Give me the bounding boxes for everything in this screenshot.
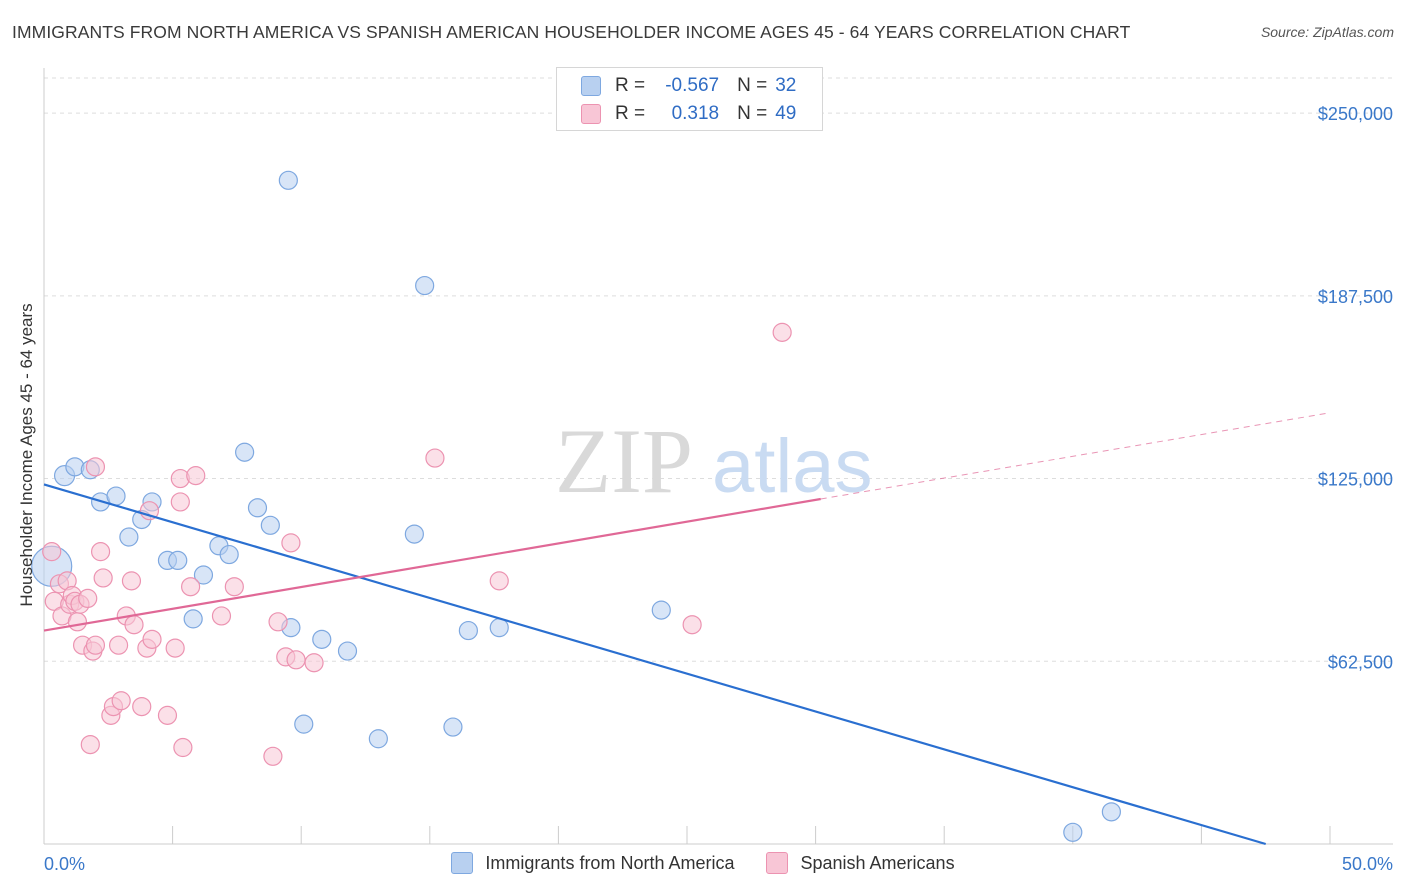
legend-label-spanish: Spanish Americans [800, 852, 955, 873]
point-immigrants[interactable] [368, 729, 388, 749]
point-spanish[interactable] [286, 650, 306, 670]
point-spanish[interactable] [165, 638, 185, 658]
x-tick-label-max: 50.0% [1342, 854, 1393, 874]
correlation-legend: R = -0.567 N = 32 R = 0.318 N = 49 [556, 67, 823, 131]
legend-n-value-blue: 32 [775, 75, 797, 96]
point-spanish[interactable] [142, 629, 162, 649]
point-spanish[interactable] [85, 635, 106, 655]
point-immigrants[interactable] [168, 550, 188, 571]
watermark-atlas: atlas [712, 424, 873, 509]
point-spanish[interactable] [157, 705, 178, 725]
point-immigrants[interactable] [651, 600, 671, 620]
point-immigrants[interactable] [247, 498, 268, 518]
legend-swatch-blue [451, 852, 474, 874]
y-tick-label: $62,500 [1328, 652, 1393, 672]
point-immigrants[interactable] [337, 641, 358, 661]
point-immigrants[interactable] [235, 442, 255, 462]
point-spanish[interactable] [121, 571, 142, 591]
point-immigrants[interactable] [312, 629, 332, 649]
point-spanish[interactable] [108, 635, 129, 655]
legend-row-pink: R = 0.318 N = 49 [581, 102, 796, 126]
point-spanish[interactable] [93, 568, 113, 588]
point-spanish[interactable] [124, 615, 144, 635]
point-immigrants[interactable] [278, 170, 298, 190]
point-spanish[interactable] [186, 466, 206, 486]
point-spanish[interactable] [85, 457, 106, 477]
legend-swatch-pink [581, 104, 601, 124]
legend-item-immigrants[interactable]: Immigrants from North America [451, 852, 734, 874]
point-immigrants[interactable] [219, 544, 239, 565]
point-spanish[interactable] [304, 653, 324, 673]
point-immigrants[interactable] [443, 717, 463, 737]
point-spanish[interactable] [67, 612, 88, 632]
trend-line-spanish-extended [820, 412, 1331, 500]
point-immigrants[interactable] [119, 527, 139, 547]
legend-label-immigrants: Immigrants from North America [485, 852, 735, 873]
source-label: Source: ZipAtlas.com [1260, 24, 1394, 40]
point-spanish[interactable] [90, 542, 111, 562]
legend-item-spanish[interactable]: Spanish Americans [766, 852, 955, 874]
point-spanish[interactable] [268, 612, 288, 632]
axis-labels: $62,500 $125,000 $187,500 $250,000 0.0% 50.0%… [17, 104, 1393, 874]
point-spanish[interactable] [170, 492, 190, 512]
legend-swatch-pink [766, 852, 789, 874]
point-spanish[interactable] [132, 696, 152, 717]
point-spanish[interactable] [42, 542, 62, 562]
data-points [31, 170, 1121, 842]
y-tick-label: $125,000 [1318, 470, 1393, 490]
x-tick-label-min: 0.0% [44, 854, 85, 874]
legend-n-label: N = [737, 103, 768, 124]
legend-n-label: N = [737, 75, 768, 96]
point-immigrants[interactable] [458, 620, 478, 641]
point-immigrants[interactable] [1063, 822, 1083, 842]
legend-r-label: R = [615, 75, 646, 96]
legend-r-label: R = [615, 103, 646, 124]
point-immigrants[interactable] [106, 486, 126, 506]
y-tick-label: $250,000 [1318, 104, 1393, 124]
trend-line-immigrants [43, 483, 1267, 846]
legend-r-value-blue: -0.567 [665, 75, 720, 96]
grid-lines [44, 77, 1393, 662]
legend-r-value-pink: 0.318 [671, 103, 720, 124]
point-spanish[interactable] [80, 734, 100, 755]
point-spanish[interactable] [181, 577, 201, 597]
point-spanish[interactable] [78, 588, 98, 609]
point-spanish[interactable] [263, 746, 283, 766]
chart-title: IMMIGRANTS FROM NORTH AMERICA VS SPANISH… [12, 22, 1131, 42]
point-spanish[interactable] [224, 577, 244, 597]
point-immigrants[interactable] [415, 275, 435, 296]
series-legend: Immigrants from North America Spanish Am… [0, 852, 1406, 874]
point-immigrants[interactable] [294, 714, 314, 734]
legend-row-blue: R = -0.567 N = 32 [581, 74, 796, 98]
point-spanish[interactable] [682, 615, 702, 635]
point-spanish[interactable] [111, 691, 131, 711]
point-immigrants[interactable] [1101, 802, 1121, 822]
point-spanish[interactable] [772, 322, 792, 342]
point-spanish[interactable] [281, 533, 301, 553]
legend-swatch-blue [581, 76, 601, 96]
watermark-zip: ZIP [555, 410, 693, 512]
trend-lines [43, 412, 1331, 846]
watermark: ZIP atlas [555, 410, 873, 512]
point-immigrants[interactable] [260, 515, 280, 535]
point-spanish[interactable] [211, 606, 232, 626]
point-spanish[interactable] [425, 448, 445, 468]
legend-n-value-pink: 49 [775, 103, 797, 124]
point-immigrants[interactable] [183, 609, 203, 629]
point-spanish[interactable] [173, 737, 193, 758]
point-spanish[interactable] [489, 571, 509, 591]
point-immigrants[interactable] [404, 524, 424, 544]
y-axis-title: Householder Income Ages 45 - 64 years [17, 303, 36, 606]
point-immigrants[interactable] [193, 565, 214, 585]
y-tick-label: $187,500 [1318, 287, 1393, 307]
trend-line-spanish [43, 497, 821, 632]
